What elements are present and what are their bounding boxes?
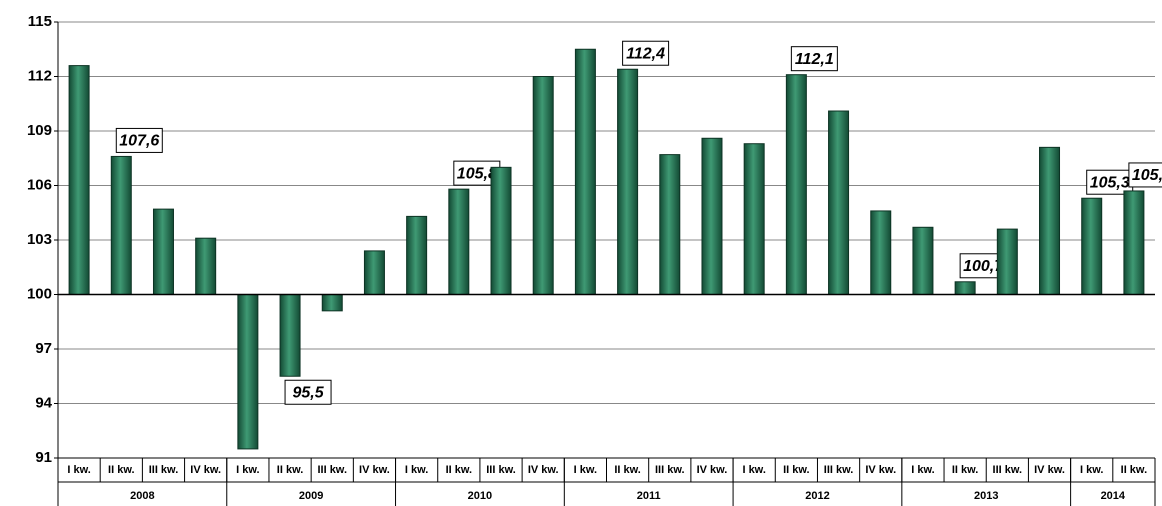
value-label: 112,4 — [626, 45, 665, 62]
label-box — [622, 40, 670, 66]
bar — [448, 188, 470, 295]
x-tick-label: IV kw. — [528, 464, 559, 476]
x-tick-label: I kw. — [911, 464, 934, 476]
bar — [110, 155, 132, 295]
y-tick-label: 115 — [28, 13, 52, 30]
bar — [701, 137, 723, 295]
value-label: 107,6 — [119, 133, 159, 150]
x-tick-label: IV kw. — [697, 464, 728, 476]
bar — [617, 68, 639, 295]
bar — [574, 48, 596, 295]
group-label: 2011 — [637, 490, 661, 502]
x-tick-label: I kw. — [405, 464, 428, 476]
bar — [406, 215, 428, 295]
group-label: 2014 — [1101, 490, 1126, 502]
x-tick-label: II kw. — [446, 464, 473, 476]
label-box — [790, 46, 838, 72]
x-tick-label: I kw. — [742, 464, 765, 476]
value-label: 100,7 — [963, 258, 1004, 275]
bar — [996, 228, 1018, 296]
bar — [532, 76, 554, 295]
x-tick-label: III kw. — [149, 464, 179, 476]
x-tick-label: IV kw. — [1034, 464, 1065, 476]
value-label: 105,8 — [457, 165, 497, 182]
value-label: 95,5 — [292, 384, 324, 401]
y-tick-label: 91 — [35, 449, 52, 466]
y-tick-label: 112 — [28, 67, 52, 84]
value-label: 112,1 — [795, 51, 834, 68]
group-label: 2009 — [299, 490, 323, 502]
bar — [321, 294, 343, 312]
label-box — [1086, 169, 1134, 195]
bar — [279, 294, 301, 377]
bar — [195, 237, 217, 295]
x-tick-label: I kw. — [67, 464, 90, 476]
value-label: 105,3 — [1090, 174, 1130, 191]
x-tick-label: II kw. — [614, 464, 641, 476]
bar — [152, 208, 174, 295]
x-tick-label: III kw. — [993, 464, 1023, 476]
x-tick-label: II kw. — [1121, 464, 1148, 476]
group-label: 2010 — [468, 490, 492, 502]
x-tick-label: III kw. — [486, 464, 516, 476]
bar — [490, 166, 512, 295]
value-label: 105,7 — [1132, 167, 1162, 184]
x-tick-label: II kw. — [108, 464, 135, 476]
label-box — [284, 379, 332, 405]
x-tick-label: I kw. — [236, 464, 259, 476]
y-tick-label: 109 — [27, 122, 52, 139]
bar — [743, 143, 765, 295]
x-tick-label: II kw. — [783, 464, 810, 476]
group-label: 2013 — [974, 490, 998, 502]
bar — [1039, 146, 1061, 295]
label-box — [115, 127, 163, 153]
x-tick-label: I kw. — [574, 464, 597, 476]
bar — [870, 210, 892, 295]
bar — [1123, 190, 1145, 295]
bar — [912, 226, 934, 296]
bar — [237, 294, 259, 450]
group-label: 2008 — [130, 490, 154, 502]
bar — [659, 154, 681, 295]
x-tick-label: IV kw. — [865, 464, 896, 476]
bar — [828, 110, 850, 296]
x-tick-label: IV kw. — [359, 464, 390, 476]
y-tick-label: 106 — [27, 176, 52, 193]
bar — [68, 65, 90, 295]
y-tick-label: 94 — [35, 394, 52, 411]
x-tick-label: II kw. — [277, 464, 304, 476]
bar — [785, 74, 807, 295]
x-tick-label: IV kw. — [190, 464, 221, 476]
y-tick-label: 103 — [27, 231, 52, 248]
y-tick-label: 97 — [35, 340, 52, 357]
x-tick-label: III kw. — [824, 464, 854, 476]
label-box — [1128, 162, 1162, 188]
bar — [954, 281, 976, 295]
x-tick-label: I kw. — [1080, 464, 1103, 476]
bar — [1081, 197, 1103, 295]
y-tick-label: 100 — [27, 285, 52, 302]
group-label: 2012 — [805, 490, 829, 502]
bar — [363, 250, 385, 295]
x-tick-label: II kw. — [952, 464, 979, 476]
x-tick-label: III kw. — [655, 464, 685, 476]
x-tick-label: III kw. — [317, 464, 347, 476]
